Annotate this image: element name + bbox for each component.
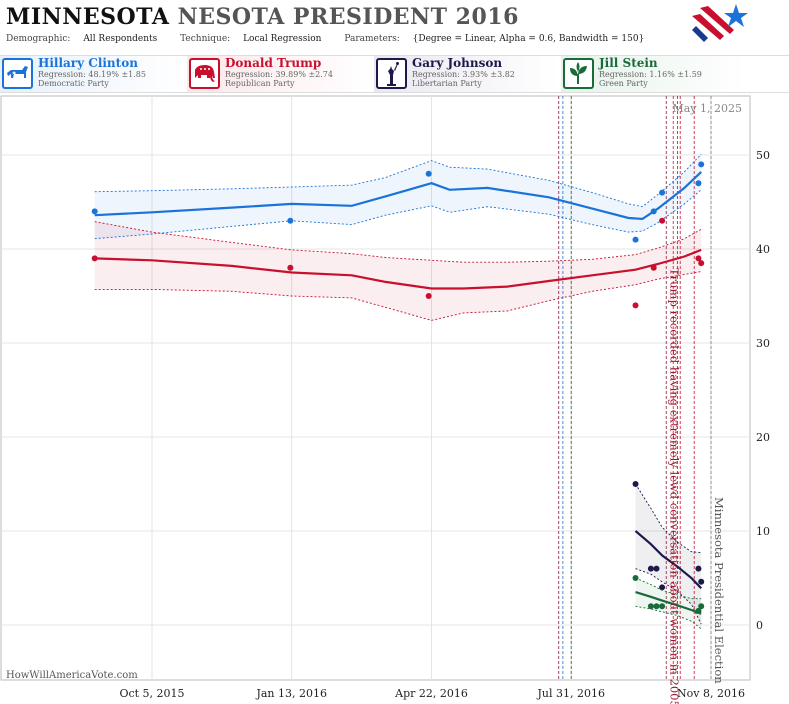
y-tick-label: 30 xyxy=(756,337,770,350)
confidence-band xyxy=(635,484,702,625)
trend-line xyxy=(94,248,702,290)
poll-point xyxy=(659,603,666,610)
plot-frame xyxy=(0,95,751,681)
y-tick-label: 20 xyxy=(756,431,770,444)
poll-point xyxy=(698,578,705,585)
technique-value: Local Regression xyxy=(243,34,322,44)
poll-point xyxy=(287,264,294,271)
legend-name-trump: Donald Trump xyxy=(225,56,322,70)
statue-of-liberty-icon xyxy=(376,58,407,89)
poll-point xyxy=(695,607,702,614)
parameters-label: Parameters: xyxy=(344,34,400,44)
demographic-value: All Respondents xyxy=(83,34,158,44)
legend-party-stein: Green Party xyxy=(599,79,648,88)
band-lower-line xyxy=(635,605,702,630)
trend-line xyxy=(94,171,702,221)
page-title: MINNESOTA NESOTA PRESIDENT 2016 xyxy=(6,4,519,30)
band-upper-line xyxy=(635,483,702,554)
poll-point xyxy=(91,208,98,215)
poll-point xyxy=(287,217,294,224)
poll-point xyxy=(632,575,639,581)
trend-line xyxy=(635,591,702,615)
legend: Hillary Clinton Regression: 48.19% ±1.85… xyxy=(0,55,789,93)
site-logo-icon xyxy=(692,4,748,42)
poll-point xyxy=(425,170,432,177)
event-annotation: Minnesota Presidential Election xyxy=(712,497,726,684)
elephant-icon xyxy=(189,58,220,89)
poll-point xyxy=(653,565,660,572)
x-tick-label: Jan 13, 2016 xyxy=(255,687,327,700)
x-tick-label: Oct 5, 2015 xyxy=(119,687,184,700)
poll-point xyxy=(632,481,639,487)
trend-line xyxy=(634,530,702,590)
y-tick-label: 10 xyxy=(756,525,770,538)
legend-regression-johnson: Regression: 3.93% ±3.82 xyxy=(412,70,515,79)
parameters-value: {Degree = Linear, Alpha = 0.6, Bandwidth… xyxy=(412,34,645,44)
legend-name-johnson: Gary Johnson xyxy=(412,56,503,70)
x-tick-label: Nov 8, 2016 xyxy=(677,687,745,700)
legend-item-johnson: Gary Johnson Regression: 3.93% ±3.82 Lib… xyxy=(374,56,559,92)
poll-point xyxy=(659,584,666,591)
legend-item-trump: Donald Trump Regression: 39.89% ±2.74 Re… xyxy=(187,56,372,92)
y-tick-label: 40 xyxy=(756,243,770,256)
source-credit: HowWillAmericaVote.com xyxy=(6,670,138,681)
legend-party-clinton: Democratic Party xyxy=(38,79,109,88)
poll-point xyxy=(695,255,702,262)
demographic-label: Demographic: xyxy=(6,34,71,44)
poll-point xyxy=(659,189,666,196)
legend-name-clinton: Hillary Clinton xyxy=(38,56,138,70)
poll-point xyxy=(695,565,702,572)
poll-point xyxy=(632,236,639,243)
legend-name-stein: Jill Stein xyxy=(599,56,658,70)
legend-party-trump: Republican Party xyxy=(225,79,295,88)
y-tick-label: 50 xyxy=(756,149,770,162)
legend-party-johnson: Libertarian Party xyxy=(412,79,482,88)
donkey-icon xyxy=(2,58,33,89)
poll-point xyxy=(650,264,657,271)
title-rest: NESOTA PRESIDENT 2016 xyxy=(177,4,519,30)
as-of-date: May 1, 2025 xyxy=(672,102,742,115)
y-tick-label: 0 xyxy=(756,619,763,632)
confidence-band xyxy=(94,154,702,239)
band-upper-line xyxy=(635,577,702,600)
legend-regression-trump: Regression: 39.89% ±2.74 xyxy=(225,70,333,79)
poll-point xyxy=(653,603,660,610)
technique-label: Technique: xyxy=(180,34,231,44)
x-tick-label: Apr 22, 2016 xyxy=(394,687,468,700)
parameters-bar: Demographic: All Respondents Technique: … xyxy=(6,34,664,44)
poll-point xyxy=(425,293,432,299)
poll-point xyxy=(659,217,666,224)
band-lower-line xyxy=(94,271,702,321)
leaf-icon xyxy=(563,58,594,89)
poll-point xyxy=(647,603,654,610)
legend-regression-clinton: Regression: 48.19% ±1.85 xyxy=(38,70,146,79)
legend-regression-stein: Regression: 1.16% ±1.59 xyxy=(599,70,702,79)
event-annotation: Trump recorded having extremely lewd con… xyxy=(667,268,681,704)
poll-point xyxy=(698,260,705,267)
band-lower-line xyxy=(635,568,702,625)
poll-point xyxy=(650,208,657,215)
poll-point xyxy=(647,565,654,572)
legend-item-stein: Jill Stein Regression: 1.16% ±1.59 Green… xyxy=(561,56,746,92)
confidence-band xyxy=(94,221,702,321)
poll-point xyxy=(698,603,705,610)
legend-item-clinton: Hillary Clinton Regression: 48.19% ±1.85… xyxy=(0,56,185,92)
poll-point xyxy=(632,302,639,309)
poll-point xyxy=(695,180,702,187)
title-state: MINNESOTA xyxy=(6,4,170,30)
x-tick-label: Jul 31, 2016 xyxy=(537,687,606,700)
poll-point xyxy=(698,161,705,168)
poll-point xyxy=(91,255,98,262)
